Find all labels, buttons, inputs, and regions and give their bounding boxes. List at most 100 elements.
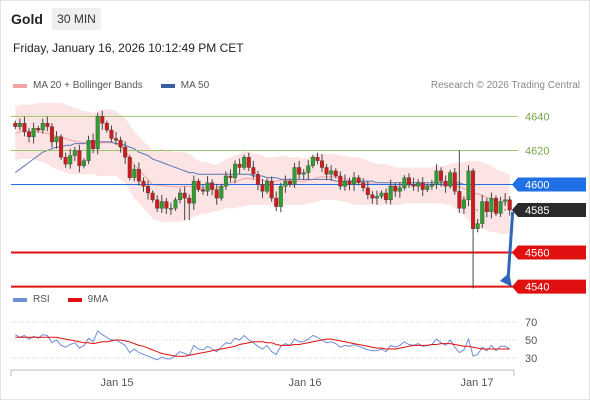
candle-body (45, 123, 50, 127)
candle-body (155, 199, 160, 209)
candle-body (123, 146, 128, 158)
level-tag-bg-4585 (512, 203, 586, 218)
candle-body (356, 177, 361, 183)
candle-body (484, 201, 489, 212)
candle-body (86, 140, 91, 161)
candle-body (457, 191, 462, 209)
candle-body (114, 138, 119, 141)
candle-body (443, 180, 448, 187)
candle-body (178, 192, 183, 201)
candle-body (95, 116, 100, 149)
candle-body (81, 160, 86, 166)
legend-label-ma50: MA 50 (180, 80, 210, 91)
level-tag-4560: 4560 (525, 248, 549, 260)
legend-label-9ma: 9MA (87, 294, 109, 305)
candle-body (379, 192, 384, 197)
legend-item-rsi: RSI (13, 294, 50, 305)
rsi-tick-50: 50 (525, 335, 537, 347)
candle-body (466, 170, 471, 201)
level-tag-4540: 4540 (525, 282, 549, 294)
candle-body (191, 180, 196, 204)
candle-body (246, 157, 251, 168)
candle-body (393, 185, 398, 192)
candle-body (100, 116, 105, 124)
candle-body (91, 140, 96, 149)
candle-body (315, 157, 320, 161)
candle-body (168, 208, 173, 210)
candle-body (471, 170, 476, 229)
candle-body (63, 157, 68, 165)
candle-body (127, 157, 132, 178)
candle-body (425, 185, 430, 190)
candle-body (498, 201, 503, 214)
candle-body (49, 126, 54, 143)
legend-swatch-ma50 (160, 83, 175, 88)
bollinger-band (15, 102, 510, 234)
candle-body (13, 123, 18, 127)
legend-swatch-rsi (13, 297, 27, 302)
instrument-title: Gold (11, 11, 43, 27)
legend-label-rsi: RSI (33, 294, 50, 305)
candle-body (347, 180, 352, 185)
candle-body (132, 168, 137, 178)
candle-body (310, 157, 315, 166)
candle-body (461, 199, 466, 209)
research-credit: Research © 2026 Trading Central (430, 80, 580, 91)
candle-body (297, 167, 302, 175)
candle-body (214, 189, 219, 199)
level-tag-4585: 4585 (525, 205, 549, 217)
candle-body (411, 184, 416, 187)
candle-body (384, 192, 389, 201)
legend-item-bollinger: MA 20 + Bollinger Bands (13, 80, 143, 91)
forecast-arrow-shaft (506, 211, 515, 280)
candle-body (338, 175, 343, 187)
legend-item-9ma: 9MA (67, 294, 109, 305)
candle-body (416, 182, 421, 187)
candle-body (228, 175, 233, 178)
candle-body (503, 199, 508, 202)
rsi-legend: RSI 9MA (13, 294, 126, 305)
level-tag-bg-4540 (512, 279, 586, 294)
candle-body (68, 155, 73, 165)
main-legend: MA 20 + Bollinger Bands MA 50 (13, 80, 227, 91)
candle-body (210, 182, 215, 190)
timeframe-badge[interactable]: 30 MIN (52, 8, 101, 30)
candle-body (324, 167, 329, 175)
legend-label-bollinger: MA 20 + Bollinger Bands (33, 80, 143, 91)
rsi-ma-line (15, 336, 510, 357)
candle-body (301, 172, 306, 175)
candle-body (72, 150, 77, 156)
candle-body (397, 187, 402, 192)
candle-body (406, 177, 411, 185)
candle-body (434, 170, 439, 185)
candle-body (370, 194, 375, 199)
time-tick-label: Jan 16 (288, 377, 321, 389)
candle-body (77, 150, 82, 166)
candle-body (475, 223, 480, 229)
candle-body (480, 201, 485, 224)
candle-body (59, 136, 64, 158)
candle-body (402, 177, 407, 189)
candle-body (104, 123, 109, 131)
level-tag-bg-4600 (512, 177, 586, 192)
time-tick-label: Jan 17 (460, 377, 493, 389)
rsi-tick-70: 70 (525, 317, 537, 329)
candle-body (255, 174, 260, 185)
candle-body (489, 197, 494, 212)
candle-body (136, 168, 141, 182)
rsi-line (15, 330, 510, 361)
candle-body (219, 185, 224, 199)
candle-body (361, 182, 366, 189)
datetime-label: Friday, January 16, 2026 10:12:49 PM CET (13, 41, 244, 55)
candle-body (223, 175, 228, 187)
candle-body (27, 131, 32, 138)
candle-body (320, 160, 325, 168)
candle-body (374, 196, 379, 199)
legend-swatch-bollinger (13, 83, 27, 88)
candle-body (439, 170, 444, 182)
candle-body (507, 199, 512, 211)
candle-body (36, 128, 41, 131)
candle-body (200, 189, 205, 192)
candle-body (17, 123, 22, 127)
